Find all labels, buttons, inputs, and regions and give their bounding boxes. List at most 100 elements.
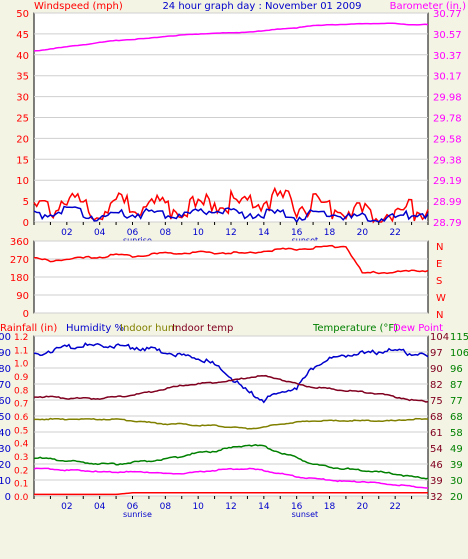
rainfall-y-tick-label: 1.0 (14, 360, 29, 370)
rainfall-y-tick-label: 0.2 (14, 466, 28, 476)
humidity-y-tick-label: 40 (0, 428, 11, 439)
direction-y-tick-label: 90 (16, 291, 29, 302)
sunset-label: sunset (292, 510, 319, 519)
temp-x-tick-label: 10 (192, 502, 204, 512)
wind-direction-line (33, 244, 429, 275)
temp-outer-y-tick-label: 106 (450, 348, 468, 359)
dew-point-line (33, 467, 428, 489)
sunrise-label: sunrise (123, 510, 152, 519)
temp-inner-y-tick-label: 32 (430, 492, 443, 503)
legend-left-label: Rainfall (in) (0, 323, 57, 334)
direction-y-tick-label: 270 (10, 255, 29, 266)
temp-x-tick-label: 12 (225, 502, 236, 512)
wind-x-tick-label: 06 (127, 228, 139, 238)
barometer-y-tick-label: 30.77 (433, 9, 462, 20)
temp-x-tick-label: 22 (389, 502, 400, 512)
temp-inner-y-tick-label: 75 (430, 396, 443, 407)
chart-title: 24 hour graph day : November 01 2009 (162, 1, 361, 12)
barometer-y-tick-label: 28.99 (433, 197, 462, 208)
windspeed-y-tick-label: 30 (16, 93, 29, 104)
temp-outer-y-tick-label: 96 (450, 364, 463, 375)
wind-x-tick-label: 20 (357, 228, 369, 238)
temp-inner-y-tick-label: 104 (430, 332, 449, 343)
barometer-y-tick-label: 29.98 (433, 93, 462, 104)
direction-y-tick-label: 360 (10, 237, 29, 248)
rainfall-line (34, 492, 428, 496)
rainfall-y-tick-label: 1.1 (14, 346, 28, 356)
compass-label: N (436, 310, 443, 321)
temp-outer-y-tick-label: 68 (450, 412, 463, 423)
windspeed-y-tick-label: 50 (16, 9, 29, 20)
temperature-line (33, 444, 429, 480)
legend-right-label: Temperature (°F) (312, 323, 398, 334)
temp-outer-y-tick-label: 20 (450, 492, 463, 503)
windspeed-y-tick-label: 20 (16, 134, 29, 145)
humidity-y-tick-label: 60 (0, 396, 11, 407)
legend-left-label: Indoor temp (172, 323, 233, 334)
windspeed-axis-title: Windspeed (mph) (34, 1, 123, 12)
temp-inner-y-tick-label: 46 (430, 460, 443, 471)
temp-outer-y-tick-label: 87 (450, 380, 463, 391)
humidity-y-tick-label: 0 (5, 492, 11, 503)
temp-inner-y-tick-label: 39 (430, 476, 443, 487)
humidity-y-tick-label: 10 (0, 476, 11, 487)
windspeed-y-tick-label: 25 (16, 114, 29, 125)
temp-outer-y-tick-label: 39 (450, 460, 463, 471)
temp-x-tick-label: 02 (61, 502, 72, 512)
direction-y-tick-label: 180 (10, 273, 29, 284)
temp-x-tick-label: 14 (258, 502, 270, 512)
humidity-y-tick-label: 70 (0, 380, 11, 391)
barometer-y-tick-label: 29.78 (433, 114, 462, 125)
direction-y-tick-label: 0 (23, 309, 29, 320)
windspeed-y-tick-label: 15 (16, 155, 29, 166)
temp-x-tick-label: 04 (94, 502, 106, 512)
humidity-y-tick-label: 100 (0, 332, 11, 343)
rainfall-y-tick-label: 0.0 (14, 493, 29, 503)
barometer-y-tick-label: 28.79 (433, 218, 462, 229)
humidity-line (33, 342, 429, 404)
wind-x-tick-label: 14 (258, 228, 270, 238)
temp-outer-y-tick-label: 58 (450, 428, 463, 439)
legend-left-label: Humidity % (66, 323, 124, 334)
temp-inner-y-tick-label: 61 (430, 428, 443, 439)
humidity-y-tick-label: 80 (0, 364, 11, 375)
legend-left-label: Indoor hum (120, 323, 178, 334)
wind-x-tick-label: 18 (324, 228, 336, 238)
rainfall-y-tick-label: 0.9 (14, 373, 29, 383)
temp-inner-y-tick-label: 54 (430, 444, 443, 455)
windspeed-y-tick-label: 40 (16, 51, 29, 62)
humidity-y-tick-label: 20 (0, 460, 11, 471)
humidity-y-tick-label: 50 (0, 412, 11, 423)
temp-outer-y-tick-label: 77 (450, 396, 463, 407)
rainfall-y-tick-label: 0.6 (14, 413, 29, 423)
barometer-y-tick-label: 30.57 (433, 30, 462, 41)
barometer-y-tick-label: 29.38 (433, 155, 462, 166)
rainfall-y-tick-label: 0.7 (14, 400, 28, 410)
wind-x-tick-label: 04 (94, 228, 106, 238)
barometer-y-tick-label: 30.17 (433, 72, 462, 83)
barometer-y-tick-label: 29.58 (433, 134, 462, 145)
wind-x-tick-label: 02 (61, 228, 72, 238)
temp-x-tick-label: 08 (160, 502, 172, 512)
temp-outer-y-tick-label: 115 (450, 332, 468, 343)
humidity-y-tick-label: 90 (0, 348, 11, 359)
barometer-y-tick-label: 29.19 (433, 176, 462, 187)
windspeed-y-tick-label: 35 (16, 72, 29, 83)
temp-x-tick-label: 18 (324, 502, 336, 512)
temp-inner-y-tick-label: 82 (430, 380, 443, 391)
windspeed-y-tick-label: 0 (23, 218, 29, 229)
temp-x-tick-label: 06 (127, 502, 139, 512)
rainfall-y-tick-label: 0.8 (14, 386, 29, 396)
windspeed-y-tick-label: 45 (16, 30, 29, 41)
rainfall-y-tick-label: 0.5 (14, 426, 28, 436)
temp-inner-y-tick-label: 90 (430, 364, 443, 375)
legend-right-label: Dew Point (393, 323, 443, 334)
compass-label: W (436, 293, 446, 304)
windspeed-y-tick-label: 10 (16, 176, 29, 187)
temp-x-tick-label: 16 (291, 502, 303, 512)
windspeed-y-tick-label: 5 (23, 197, 29, 208)
indoor-temp-line (34, 374, 429, 403)
temp-outer-y-tick-label: 49 (450, 444, 463, 455)
barometer-y-tick-label: 30.37 (433, 51, 462, 62)
